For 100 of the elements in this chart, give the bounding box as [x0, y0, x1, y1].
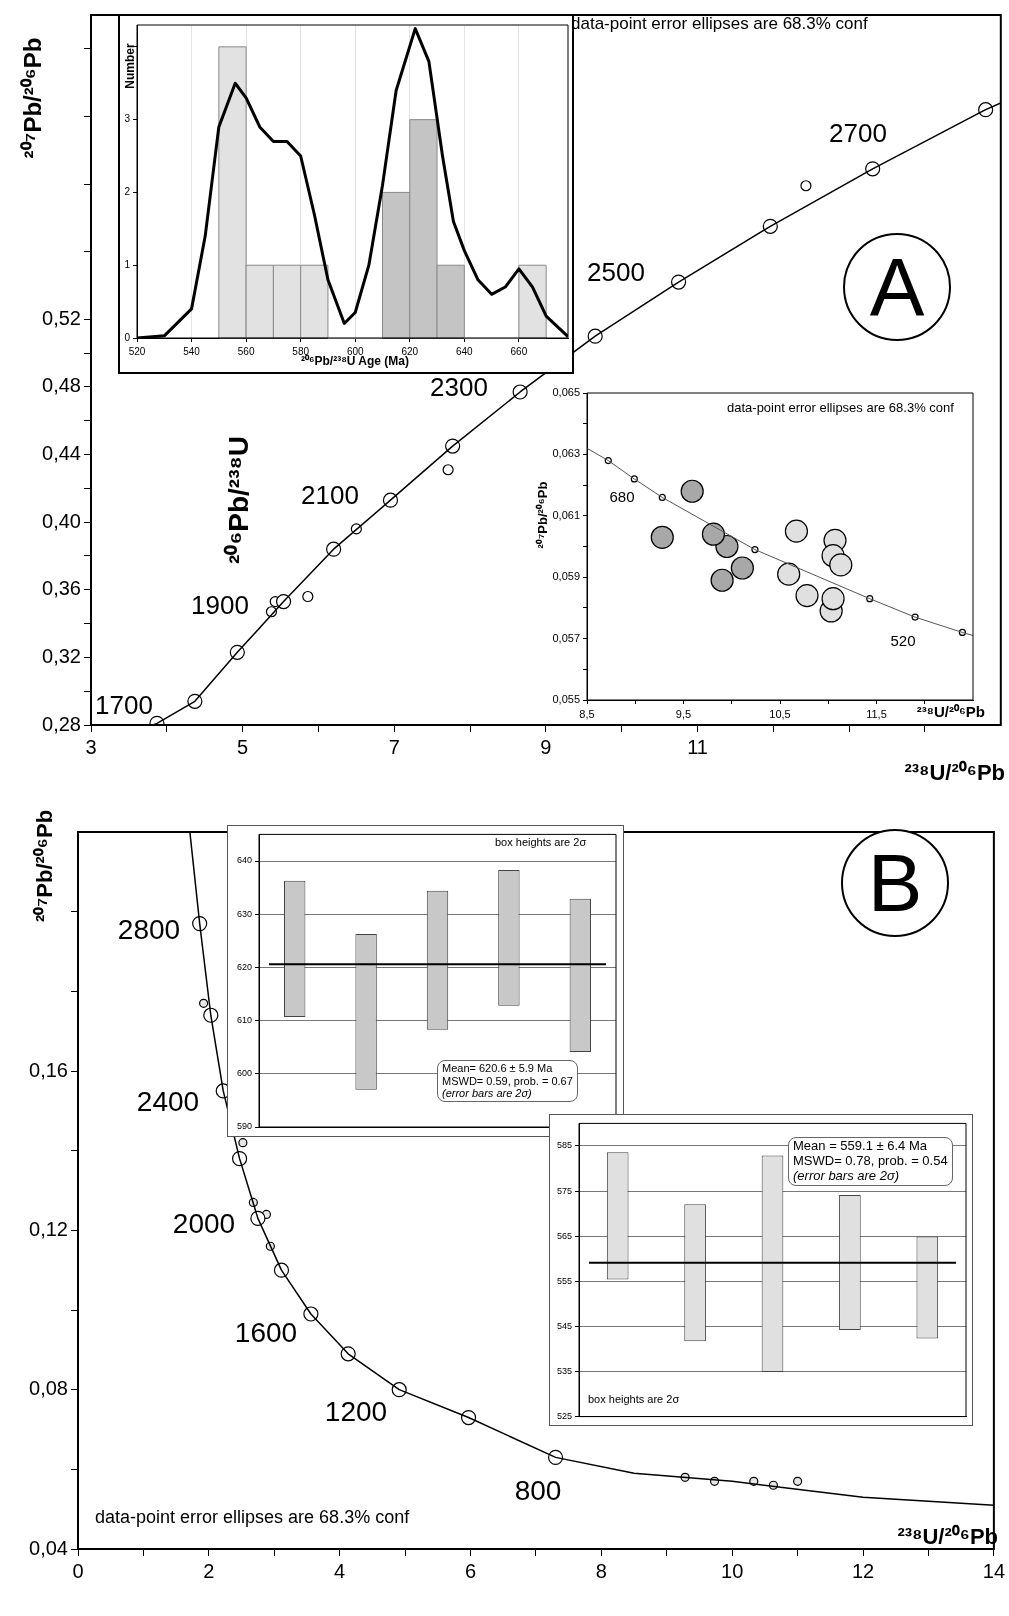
y-tick-label: 0,065	[552, 386, 580, 399]
y-axis-title: Number	[123, 43, 138, 89]
annotation: 2300	[430, 372, 488, 403]
point	[795, 584, 819, 608]
y-tick-label: 545	[556, 1320, 572, 1331]
y-tick-label: 590	[236, 1121, 252, 1132]
annotation: 520	[890, 632, 916, 650]
point	[199, 998, 209, 1008]
y-tick-label: 0,44	[42, 442, 81, 465]
y-tick-label: 600	[236, 1068, 252, 1079]
y-tick-label: 0,055	[552, 693, 580, 706]
point	[302, 590, 314, 603]
x-tick-label: 7	[388, 735, 400, 758]
x-tick-label: 5	[237, 735, 249, 758]
annotation: box heights are 2σ	[495, 836, 587, 849]
y-axis-title: ²⁰⁷Pb/²⁰⁶Pb	[534, 481, 551, 549]
x-tick-label: 8,5	[579, 707, 595, 720]
annotation: 2100	[301, 480, 359, 511]
annotation: 2000	[172, 1207, 236, 1241]
x-tick-label: 620	[401, 345, 419, 357]
y-tick-label: 0,061	[552, 508, 580, 521]
annotation: (error bars are 2σ)	[442, 1087, 533, 1100]
y-tick-label: 0,063	[552, 447, 580, 460]
x-tick-label: 600	[346, 345, 365, 357]
x-tick-label: 10	[721, 1559, 744, 1582]
y-tick-label: 0,059	[552, 570, 580, 583]
annotation: 1200	[324, 1395, 388, 1429]
annotation: box heights are 2σ	[588, 1393, 680, 1406]
point	[710, 568, 734, 592]
annotation: 680	[609, 488, 635, 506]
point	[730, 556, 754, 580]
y-axis-title: ²⁰⁶Pb/²³⁸U	[222, 436, 255, 564]
annotation: B	[841, 829, 949, 937]
y-tick-label: 0,08	[29, 1377, 68, 1400]
annotation: 800	[514, 1474, 562, 1508]
y-tick-label: 1	[124, 258, 131, 270]
x-tick-label: 540	[183, 345, 201, 357]
annotation: 1900	[191, 590, 249, 621]
y-tick-label: 0,16	[29, 1058, 68, 1081]
annotation: MSWD= 0.59, prob. = 0.67	[442, 1074, 573, 1088]
y-axis-title: ²⁰⁷Pb/²⁰⁶Pb	[32, 809, 58, 923]
annotation: 2400	[136, 1085, 200, 1119]
annotation: Mean = 559.1 ± 6.4 Ma	[793, 1138, 928, 1154]
y-tick-label: 0,12	[29, 1217, 68, 1240]
point	[829, 553, 853, 577]
annotation: 1600	[234, 1316, 298, 1350]
point	[701, 522, 726, 546]
x-tick-label: 520	[128, 345, 146, 357]
point	[777, 562, 801, 586]
y-tick-label: 0,52	[42, 306, 81, 329]
y-tick-label: 0,057	[552, 631, 580, 644]
x-tick-label: 9	[540, 735, 552, 758]
point	[680, 479, 704, 503]
y-tick-label: 2	[124, 186, 131, 198]
annotation: data-point error ellipses are 68.3% conf	[95, 1507, 410, 1528]
x-tick-label: 660	[510, 345, 528, 357]
y-tick-label: 0,32	[42, 644, 81, 667]
y-tick-label: 535	[556, 1365, 572, 1376]
point	[650, 525, 674, 549]
x-tick-label: 14	[982, 1559, 1005, 1582]
x-tick-label: 10,5	[769, 707, 791, 720]
point	[793, 1476, 803, 1486]
x-tick-label: 12	[851, 1559, 875, 1582]
y-tick-label: 525	[556, 1411, 572, 1422]
y-tick-label: 0,36	[42, 577, 81, 600]
x-tick-label: 11	[687, 735, 708, 758]
y-tick-label: 0,40	[42, 509, 81, 532]
x-tick-label: 560	[237, 345, 255, 357]
x-tick-label: 6	[464, 1559, 477, 1582]
y-tick-label: 0,48	[42, 374, 81, 397]
point	[238, 1138, 248, 1148]
annotation: Mean= 620.6 ± 5.9 Ma	[442, 1062, 554, 1075]
annotation: MSWD= 0.78, prob. = 0.54	[793, 1152, 948, 1169]
y-tick-label: 610	[236, 1015, 252, 1026]
y-tick-label: 640	[236, 855, 252, 866]
point	[821, 587, 845, 611]
y-tick-label: 575	[556, 1185, 572, 1196]
point	[800, 180, 812, 192]
y-tick-label: 0,28	[42, 712, 81, 735]
annotation: 2700	[829, 118, 887, 149]
x-tick-label: 3	[85, 735, 97, 758]
x-tick-label: 640	[456, 345, 474, 357]
point	[784, 519, 809, 543]
x-axis-title: ²³⁸U/²⁰⁶Pb	[916, 703, 985, 721]
annotation: (error bars are 2σ)	[793, 1167, 900, 1184]
x-tick-label: 11,5	[866, 707, 887, 720]
x-tick-label: 8	[595, 1559, 607, 1582]
annotation: 2800	[117, 913, 181, 947]
annotation: A	[843, 233, 951, 341]
y-tick-label: 0,04	[29, 1536, 68, 1559]
x-tick-label: 2	[203, 1559, 215, 1582]
y-tick-label: 3	[124, 113, 131, 125]
y-tick-label: 630	[236, 908, 252, 919]
annotation: 2500	[587, 257, 645, 288]
annotation: data-point error ellipses are 68.3% conf	[727, 400, 954, 416]
annotation: 1700	[95, 690, 153, 721]
x-tick-label: 4	[334, 1559, 346, 1582]
text: ²⁰⁷Pb/²⁰⁶Pb	[19, 37, 47, 159]
x-tick-label: 9,5	[675, 707, 692, 720]
point	[442, 464, 454, 476]
